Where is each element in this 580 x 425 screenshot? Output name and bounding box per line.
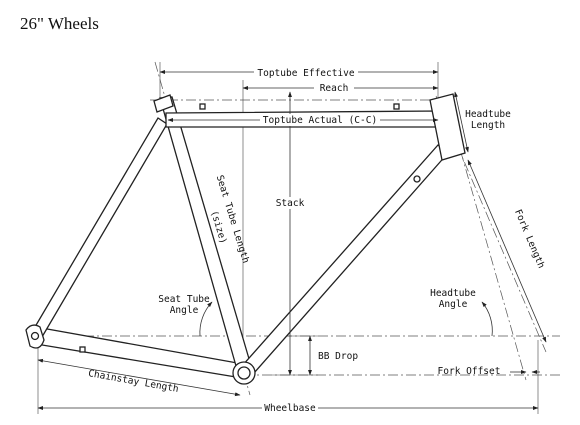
- label-toptube-actual: Toptube Actual (C-C): [263, 115, 377, 126]
- label-seat-tube-angle-2: Angle: [170, 305, 199, 316]
- seat-tube-angle-arc: [199, 301, 213, 337]
- label-bb-drop: BB Drop: [318, 351, 358, 362]
- label-seat-tube-angle-1: Seat Tube: [158, 294, 210, 305]
- label-fork-length: Fork Length: [512, 208, 547, 270]
- chainstay-tube: [35, 326, 244, 379]
- label-chainstay-length: Chainstay Length: [87, 368, 179, 395]
- page-title: 26" Wheels: [20, 14, 99, 33]
- headtube-angle-arc: [481, 301, 493, 337]
- chainstay-length-dim: [37, 358, 241, 397]
- headtube-length-dim: [454, 91, 469, 153]
- cable-guide: [393, 103, 400, 110]
- seatstay-tube: [31, 117, 168, 338]
- label-wheelbase: Wheelbase: [264, 403, 316, 414]
- label-headtube-length-2: Length: [471, 120, 505, 131]
- label-headtube-angle-2: Angle: [439, 299, 468, 310]
- bike-frame: [25, 93, 466, 385]
- label-toptube-effective: Toptube Effective: [257, 68, 355, 79]
- label-reach: Reach: [320, 83, 349, 94]
- label-fork-offset: Fork Offset: [438, 366, 501, 377]
- seat-collar: [153, 94, 174, 113]
- cable-guide: [199, 103, 206, 110]
- cable-guide: [79, 346, 86, 353]
- fork-length-dim: [467, 159, 547, 343]
- label-stack: Stack: [276, 198, 305, 209]
- label-headtube-angle-1: Headtube: [430, 288, 476, 299]
- label-headtube-length-1: Headtube: [465, 109, 511, 120]
- bottle-boss: [413, 175, 421, 183]
